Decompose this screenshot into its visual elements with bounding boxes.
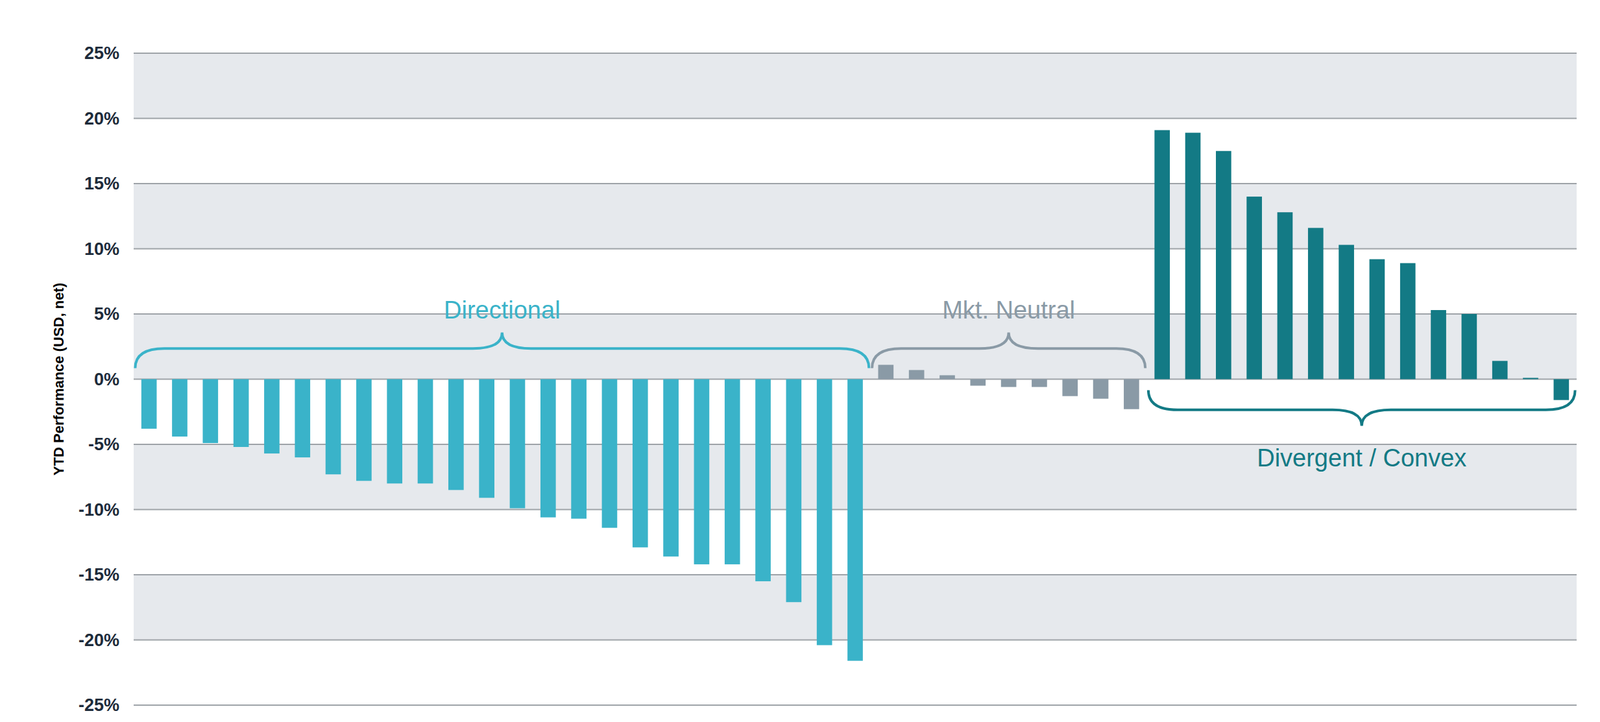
bar — [1553, 379, 1570, 401]
bar — [939, 375, 956, 379]
grid-band — [133, 183, 1577, 250]
bars — [141, 130, 1569, 662]
y-tick-label: 5% — [94, 304, 120, 324]
group-label: Directional — [443, 296, 561, 324]
bar — [478, 379, 495, 499]
bar — [264, 379, 280, 455]
bar — [1430, 310, 1447, 380]
bar — [1154, 130, 1170, 380]
bar — [417, 379, 434, 485]
grid-line — [133, 182, 1577, 185]
grid-line — [133, 248, 1577, 250]
bar — [663, 379, 679, 557]
y-tick-label: 10% — [84, 239, 120, 259]
group-brace — [872, 332, 1146, 369]
bar — [816, 379, 833, 646]
grid-line — [133, 313, 1577, 315]
y-axis-title: YTD Performance (USD, net) — [50, 282, 67, 476]
bar — [1093, 379, 1109, 400]
bar — [1001, 379, 1017, 388]
group-brace — [134, 332, 869, 369]
bar — [1461, 314, 1478, 380]
bar — [1369, 259, 1386, 380]
bar — [1308, 227, 1324, 379]
bar — [356, 379, 372, 482]
y-tick-label: 20% — [84, 109, 120, 129]
bar — [1400, 263, 1416, 380]
bar — [1185, 133, 1201, 380]
grid-line — [133, 118, 1577, 120]
bar — [786, 379, 802, 603]
chart: -25% -20% -15% -10% -5% 0% 5% 10% 15% 20% 25% YTD P… — [0, 0, 1600, 722]
bar — [171, 379, 188, 437]
bar — [202, 379, 219, 444]
bar — [1338, 244, 1355, 379]
grid-line — [133, 52, 1577, 54]
group-label: Mkt. Neutral — [942, 296, 1076, 324]
bar — [1215, 151, 1232, 380]
bar — [141, 379, 158, 429]
bar — [570, 379, 587, 520]
bar — [448, 379, 464, 491]
bar — [1522, 377, 1539, 379]
bar — [233, 379, 250, 448]
bar — [694, 379, 710, 565]
bar — [847, 379, 863, 662]
y-tick-label: 0% — [94, 369, 120, 390]
y-tick-label: -20% — [78, 630, 120, 651]
group-brace — [1148, 390, 1576, 427]
grid-line — [133, 704, 1577, 706]
bar — [1277, 212, 1294, 379]
bar — [755, 379, 771, 582]
bar — [386, 379, 403, 485]
grid-band — [133, 53, 1577, 119]
bar — [1492, 360, 1508, 379]
bar — [1246, 196, 1262, 379]
bar — [877, 364, 894, 379]
bar — [294, 379, 311, 459]
bar — [1123, 379, 1140, 410]
bar — [540, 379, 557, 518]
bar — [602, 379, 618, 529]
bar — [325, 379, 342, 475]
bar — [1062, 379, 1078, 397]
y-tick-label: -5% — [88, 434, 120, 455]
bar — [509, 379, 526, 509]
y-tick-label: -10% — [78, 500, 120, 520]
bar — [909, 369, 925, 379]
y-tick-label: 25% — [84, 43, 120, 63]
y-tick-label: 15% — [84, 173, 120, 194]
bar — [632, 379, 649, 548]
group-label: Divergent / Convex — [1256, 444, 1467, 472]
grid-band — [133, 314, 1577, 380]
y-tick-label: -25% — [78, 695, 120, 716]
bar — [724, 379, 741, 565]
y-tick-label: -15% — [78, 565, 120, 585]
bar — [1031, 379, 1048, 388]
bar — [969, 379, 986, 387]
